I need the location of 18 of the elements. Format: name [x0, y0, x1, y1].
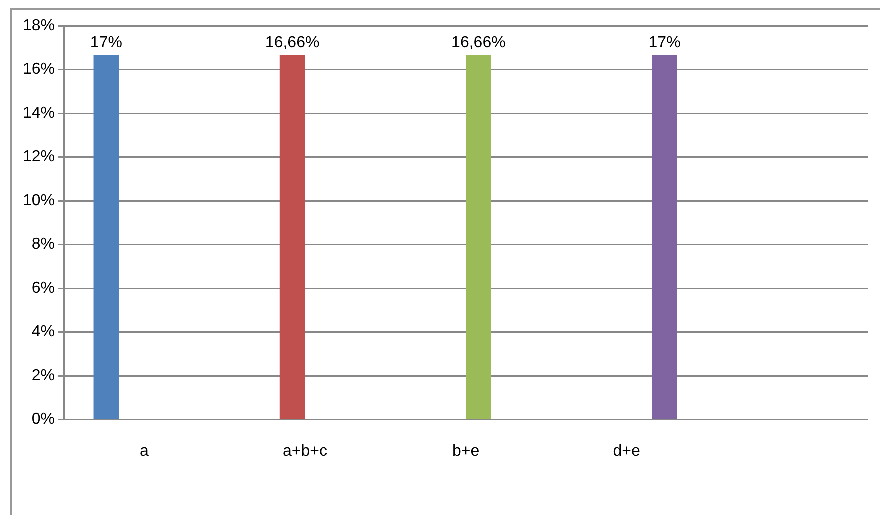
- x-tick-label: d+e: [613, 442, 640, 460]
- data-label: 16,66%: [265, 34, 320, 52]
- y-tick-label: 12%: [22, 148, 56, 166]
- y-tick-label: 14%: [22, 104, 56, 122]
- data-label: 16,66%: [452, 34, 506, 52]
- x-tick-label: a: [140, 442, 149, 460]
- data-label: 17%: [648, 34, 681, 52]
- y-tick-label: 18%: [22, 17, 56, 34]
- y-tick-label: 10%: [22, 192, 56, 210]
- y-tick-label: 2%: [32, 367, 56, 384]
- x-tick-label: b+e: [452, 442, 480, 460]
- data-label: 17%: [90, 34, 122, 52]
- y-tick-label: 0%: [32, 411, 56, 428]
- y-tick-label: 6%: [32, 280, 56, 297]
- y-tick-label: 4%: [32, 324, 56, 341]
- y-tick-label: 8%: [32, 236, 56, 254]
- x-tick-label: a+b+c: [282, 442, 328, 460]
- y-tick-label: 16%: [22, 61, 56, 78]
